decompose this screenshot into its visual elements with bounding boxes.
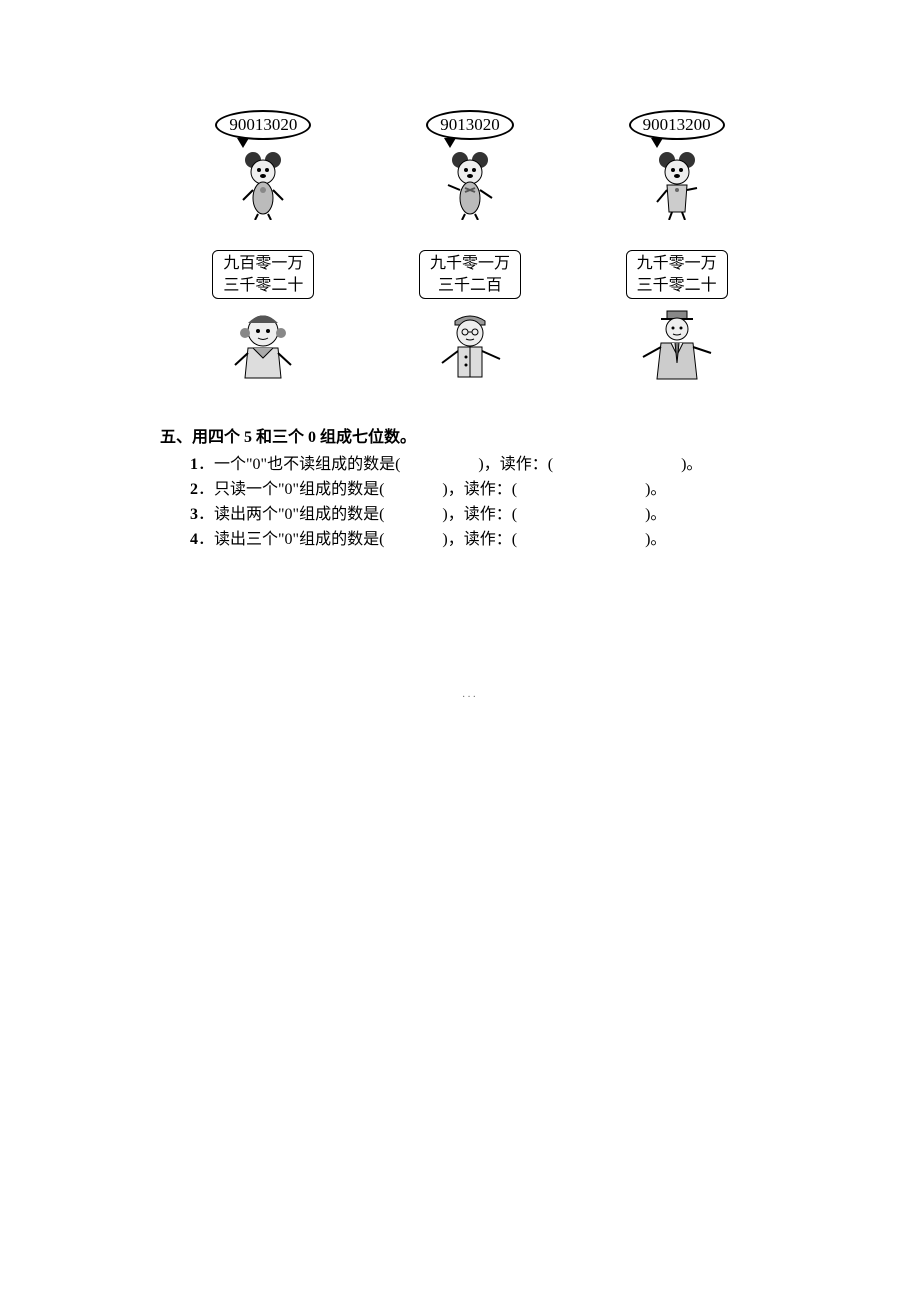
balloon-figure: 9013020 [382, 110, 557, 220]
speech-balloon: 90013020 [215, 110, 311, 140]
question-text: 读出两个"0"组成的数是( [214, 506, 384, 523]
label-box: 九千零一万 三千零二十 [626, 250, 728, 299]
speech-balloon: 9013020 [426, 110, 514, 140]
speech-balloon: 90013200 [629, 110, 725, 140]
question-item: 1．一个"0"也不读组成的数是( )，读作：( )。 [190, 453, 780, 478]
label-row: 九百零一万 三千零二十 九千零一万 三千 [160, 250, 780, 383]
label-line: 三千零二十 [223, 275, 303, 297]
mouse-icon [233, 150, 293, 220]
balloon-pointer [651, 138, 663, 148]
question-item: 4．读出三个"0"组成的数是( )，读作：( )。 [190, 528, 780, 553]
dot-sep: ． [198, 531, 214, 548]
question-text: 读出三个"0"组成的数是( [214, 531, 384, 548]
boy-icon [430, 303, 510, 383]
mouse-icon [440, 150, 500, 220]
label-figure: 九千零一万 三千零二十 [597, 250, 757, 383]
girl-icon [223, 303, 303, 383]
label-line: 三千二百 [430, 275, 510, 297]
balloon-pointer [237, 138, 249, 148]
question-list: 1．一个"0"也不读组成的数是()，读作：()。 2．只读一个"0"组成的数是(… [160, 453, 780, 552]
balloon-pointer [444, 138, 456, 148]
question-item: 3．读出两个"0"组成的数是( )，读作：( )。 [190, 503, 780, 528]
balloon-figure: 90013020 [176, 110, 351, 220]
balloon-text: 90013020 [229, 115, 297, 134]
label-figure: 九百零一万 三千零二十 [183, 250, 343, 383]
dot-sep: ． [198, 506, 214, 523]
dot-sep: ． [198, 481, 214, 498]
question-text: )，读作：( [442, 531, 517, 548]
balloon-text: 90013200 [643, 115, 711, 134]
label-line: 九千零一万 [637, 253, 717, 275]
mouse-icon [647, 150, 707, 220]
label-line: 三千零二十 [637, 275, 717, 297]
section-title: 五、用四个 5 和三个 0 组成七位数。 [160, 423, 780, 447]
question-number: 1 [190, 456, 198, 473]
question-text: )。 [645, 481, 666, 498]
balloon-figure: 90013200 [589, 110, 764, 220]
label-line: 九千零一万 [430, 253, 510, 275]
question-number: 3 [190, 506, 198, 523]
question-text: )。 [645, 506, 666, 523]
question-number: 4 [190, 531, 198, 548]
label-figure: 九千零一万 三千二百 [390, 250, 550, 383]
label-line: 九百零一万 [223, 253, 303, 275]
question-text: )，读作：( [478, 456, 553, 473]
question-item: 2．只读一个"0"组成的数是( )，读作：( )。 [190, 478, 780, 503]
question-text: )，读作：( [442, 481, 517, 498]
balloon-text: 9013020 [440, 115, 500, 134]
page-marker: ··· [160, 692, 780, 703]
man-icon [637, 303, 717, 383]
question-text: 只读一个"0"组成的数是( [214, 481, 384, 498]
question-text: )，读作：( [442, 506, 517, 523]
label-box: 九百零一万 三千零二十 [212, 250, 314, 299]
question-text: )。 [645, 531, 666, 548]
page-root: 90013020 9013020 [0, 0, 920, 703]
dot-sep: ． [198, 456, 214, 473]
question-text: 一个"0"也不读组成的数是( [214, 456, 400, 473]
label-box: 九千零一万 三千二百 [419, 250, 521, 299]
question-number: 2 [190, 481, 198, 498]
balloon-row: 90013020 9013020 [160, 110, 780, 220]
question-text: )。 [681, 456, 702, 473]
